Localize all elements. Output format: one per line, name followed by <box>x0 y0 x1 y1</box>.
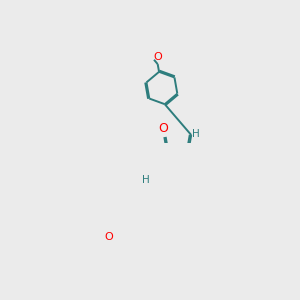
Text: O: O <box>159 122 169 135</box>
Text: O: O <box>153 52 162 62</box>
Text: H: H <box>192 129 200 139</box>
Text: O: O <box>104 232 112 242</box>
Text: H: H <box>142 175 149 185</box>
